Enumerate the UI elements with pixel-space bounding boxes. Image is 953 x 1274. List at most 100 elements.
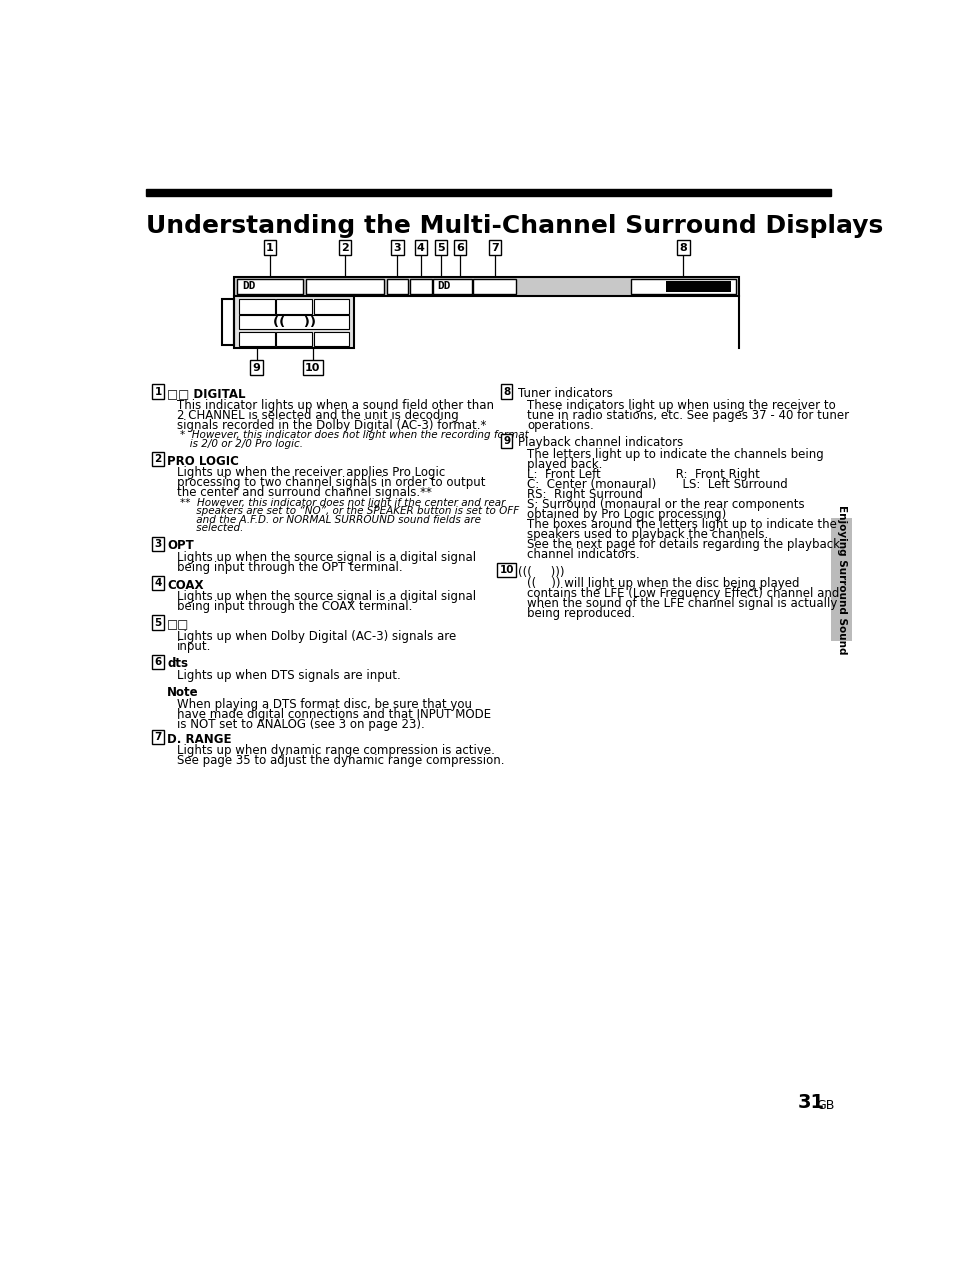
Text: 3: 3 xyxy=(154,539,161,549)
Bar xyxy=(665,280,731,292)
Text: S: Surround (monaural or the rear components: S: Surround (monaural or the rear compon… xyxy=(526,498,803,511)
Text: 10: 10 xyxy=(305,363,320,373)
Text: When playing a DTS format disc, be sure that you: When playing a DTS format disc, be sure … xyxy=(176,698,471,711)
Text: 7: 7 xyxy=(154,733,161,743)
Text: when the sound of the LFE channel signal is actually: when the sound of the LFE channel signal… xyxy=(526,598,837,610)
Text: processing to two channel signals in order to output: processing to two channel signals in ord… xyxy=(176,476,484,489)
Text: 5: 5 xyxy=(436,242,444,252)
Text: *  However, this indicator does not light when the recording format: * However, this indicator does not light… xyxy=(179,431,528,440)
Text: played back.: played back. xyxy=(526,457,601,471)
Text: These indicators light up when using the receiver to: These indicators light up when using the… xyxy=(526,399,835,412)
Text: Lights up when Dolby Digital (AC-3) signals are: Lights up when Dolby Digital (AC-3) sign… xyxy=(176,629,456,642)
Text: and the A.F.D. or NORMAL SURROUND sound fields are: and the A.F.D. or NORMAL SURROUND sound … xyxy=(179,515,480,525)
Bar xyxy=(238,299,274,313)
Bar xyxy=(233,276,739,296)
Text: The letters light up to indicate the channels being: The letters light up to indicate the cha… xyxy=(526,447,822,461)
Text: COAX: COAX xyxy=(167,578,204,591)
Text: have made digital connections and that INPUT MODE: have made digital connections and that I… xyxy=(176,708,490,721)
Text: Enjoying Surround Sound: Enjoying Surround Sound xyxy=(836,505,845,655)
Text: 7: 7 xyxy=(491,242,498,252)
Text: **  However, this indicator does not light if the center and rear: ** However, this indicator does not ligh… xyxy=(179,498,504,508)
Bar xyxy=(146,189,831,196)
Text: Lights up when DTS signals are input.: Lights up when DTS signals are input. xyxy=(176,669,400,682)
Bar xyxy=(236,279,303,294)
Text: This indicator lights up when a sound field other than: This indicator lights up when a sound fi… xyxy=(176,399,493,412)
Text: speakers used to playback the channels.: speakers used to playback the channels. xyxy=(526,527,767,541)
Text: GB: GB xyxy=(816,1099,834,1112)
Bar xyxy=(275,299,312,313)
Text: 4: 4 xyxy=(416,242,424,252)
Bar xyxy=(473,279,516,294)
Bar xyxy=(238,331,274,347)
Text: Lights up when the source signal is a digital signal: Lights up when the source signal is a di… xyxy=(176,550,476,564)
Text: tune in radio stations, etc. See pages 37 - 40 for tuner: tune in radio stations, etc. See pages 3… xyxy=(526,409,848,422)
Text: L:  Front Left                    R:  Front Right: L: Front Left R: Front Right xyxy=(526,468,759,480)
Text: C:  Center (monaural)       LS:  Left Surround: C: Center (monaural) LS: Left Surround xyxy=(526,478,787,490)
Text: D. RANGE: D. RANGE xyxy=(167,733,232,745)
Text: Understanding the Multi-Channel Surround Displays: Understanding the Multi-Channel Surround… xyxy=(146,214,882,238)
Text: 2: 2 xyxy=(154,455,161,464)
Text: dts: dts xyxy=(167,657,188,670)
Text: 3: 3 xyxy=(394,242,401,252)
Text: being reproduced.: being reproduced. xyxy=(526,608,635,620)
Text: 1: 1 xyxy=(154,386,161,396)
Text: See the next page for details regarding the playback: See the next page for details regarding … xyxy=(526,538,839,550)
Text: □□: □□ xyxy=(167,618,190,631)
Text: Lights up when the receiver applies Pro Logic: Lights up when the receiver applies Pro … xyxy=(176,466,444,479)
Text: Playback channel indicators: Playback channel indicators xyxy=(517,436,682,450)
Text: OPT: OPT xyxy=(167,539,193,553)
Text: being input through the COAX terminal.: being input through the COAX terminal. xyxy=(176,600,412,613)
Text: ((    )): (( )) xyxy=(273,316,315,329)
Text: is 2/0 or 2/0 Pro logic.: is 2/0 or 2/0 Pro logic. xyxy=(179,438,302,448)
Text: being input through the OPT terminal.: being input through the OPT terminal. xyxy=(176,561,402,575)
Text: Lights up when dynamic range compression is active.: Lights up when dynamic range compression… xyxy=(176,744,494,757)
Text: 6: 6 xyxy=(456,242,464,252)
Text: 2 CHANNEL is selected and the unit is decoding: 2 CHANNEL is selected and the unit is de… xyxy=(176,409,457,422)
Text: 8: 8 xyxy=(679,242,686,252)
Bar xyxy=(275,331,312,347)
Text: 8: 8 xyxy=(502,386,510,396)
Text: 2: 2 xyxy=(340,242,348,252)
Text: operations.: operations. xyxy=(526,419,593,432)
Bar xyxy=(221,299,233,345)
Text: is NOT set to ANALOG (see 3 on page 23).: is NOT set to ANALOG (see 3 on page 23). xyxy=(176,719,424,731)
Bar xyxy=(410,279,431,294)
Text: selected.: selected. xyxy=(179,524,243,534)
Text: 6: 6 xyxy=(154,657,161,666)
Text: 9: 9 xyxy=(502,436,510,446)
Text: the center and surround channel signals.**: the center and surround channel signals.… xyxy=(176,487,431,499)
Text: Note: Note xyxy=(167,687,199,699)
Text: Tuner indicators: Tuner indicators xyxy=(517,387,612,400)
Text: obtained by Pro Logic processing): obtained by Pro Logic processing) xyxy=(526,508,725,521)
Bar xyxy=(314,331,349,347)
Bar xyxy=(386,279,408,294)
Text: □□ DIGITAL: □□ DIGITAL xyxy=(167,387,246,400)
Text: input.: input. xyxy=(176,640,211,652)
Text: channel indicators.: channel indicators. xyxy=(526,548,639,561)
Text: 4: 4 xyxy=(154,578,161,589)
Text: Lights up when the source signal is a digital signal: Lights up when the source signal is a di… xyxy=(176,590,476,604)
Bar xyxy=(314,299,349,313)
Bar xyxy=(433,279,472,294)
Text: 10: 10 xyxy=(499,566,514,576)
Bar xyxy=(233,296,354,349)
Text: ((    )) will light up when the disc being played: (( )) will light up when the disc being … xyxy=(526,577,799,590)
Bar xyxy=(238,315,349,330)
Bar xyxy=(630,279,736,294)
Text: speakers are set to “NO”, or the SPEAKER button is set to OFF: speakers are set to “NO”, or the SPEAKER… xyxy=(179,506,518,516)
Text: 9: 9 xyxy=(253,363,260,373)
Text: PRO LOGIC: PRO LOGIC xyxy=(167,455,239,468)
Text: (((     ))): ((( ))) xyxy=(517,566,563,578)
Text: RS:  Right Surround: RS: Right Surround xyxy=(526,488,642,501)
Text: See page 35 to adjust the dynamic range compression.: See page 35 to adjust the dynamic range … xyxy=(176,754,503,767)
Text: 31: 31 xyxy=(798,1093,824,1112)
Bar xyxy=(830,517,852,641)
Text: contains the LFE (Low Frequency Effect) channel and: contains the LFE (Low Frequency Effect) … xyxy=(526,587,839,600)
Text: The boxes around the letters light up to indicate the: The boxes around the letters light up to… xyxy=(526,517,836,531)
Text: 1: 1 xyxy=(266,242,274,252)
Text: signals recorded in the Dolby Digital (AC-3) format.*: signals recorded in the Dolby Digital (A… xyxy=(176,419,485,432)
Text: 5: 5 xyxy=(154,618,161,628)
Bar xyxy=(306,279,383,294)
Text: DD: DD xyxy=(242,282,255,292)
Text: DD: DD xyxy=(436,282,450,292)
